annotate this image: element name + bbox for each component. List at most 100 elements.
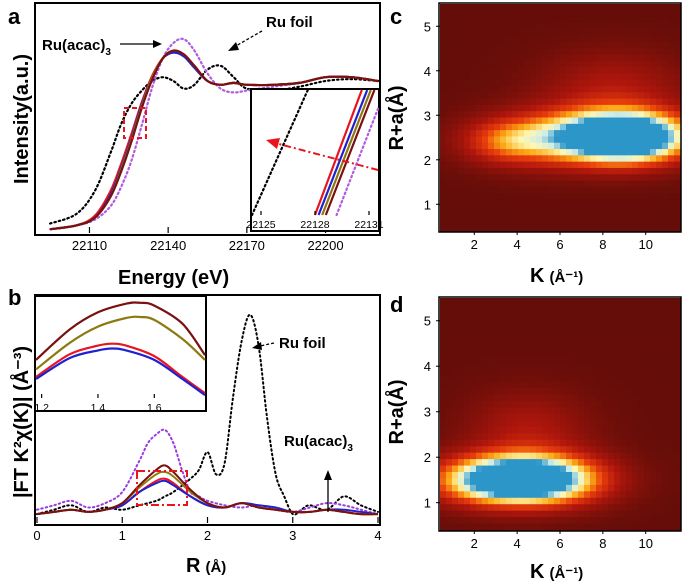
panel-d-heat-cell	[554, 407, 561, 415]
panel-c-heat-cell	[536, 22, 543, 30]
panel-c-heat-cell	[554, 54, 561, 62]
panel-c-heat-cell	[452, 92, 459, 100]
panel-d-heat-cell	[482, 388, 489, 396]
panel-d-heat-cell	[554, 401, 561, 409]
panel-c-heat-cell	[656, 149, 663, 156]
panel-d-heat-cell	[440, 459, 447, 467]
panel-c-heat-cell	[668, 205, 675, 213]
panel-d-heat-cell	[476, 465, 483, 473]
panel-d-heat-cell	[470, 497, 477, 505]
panel-d-heat-cell	[518, 452, 525, 460]
panel-d-heat-cell	[488, 388, 495, 396]
panel-c-heat-cell	[662, 224, 669, 232]
panel-c-heat-cell	[602, 136, 609, 144]
panel-d-heat-cell	[572, 465, 579, 473]
panel-d-heat-cell	[440, 407, 447, 415]
panel-d-heat-cell	[512, 420, 519, 428]
panel-d-heat-cell	[602, 368, 609, 376]
panel-c-heat-cell	[464, 29, 471, 37]
panel-d-heat-cell	[620, 381, 627, 389]
panel-d-heat-cell	[452, 459, 459, 467]
panel-c-heat-cell	[506, 117, 513, 125]
panel-d-heat-cell	[656, 362, 663, 370]
panel-d-heat-cell	[440, 304, 447, 312]
panel-d-heat-cell	[470, 459, 477, 467]
panel-d-heat-cell	[668, 426, 675, 434]
panel-c-heat-cell	[668, 193, 675, 201]
panel-d-heat-cell	[560, 317, 567, 325]
panel-d-heat-cell	[590, 368, 597, 376]
panel-c-heat-cell	[584, 111, 591, 119]
panel-c-heat-cell	[608, 67, 615, 74]
panel-d-heat-cell	[482, 298, 489, 306]
panel-c-heat-cell	[470, 174, 477, 182]
panel-d-heat-cell	[674, 381, 681, 389]
panel-c-heat-cell	[524, 174, 531, 182]
panel-c-heat-cell	[650, 29, 657, 37]
panel-c-heat-cell	[650, 205, 657, 213]
panel-c-heat-cell	[554, 205, 561, 213]
panel-c-heat-cell	[488, 54, 495, 62]
panel-d-heat-cell	[530, 472, 537, 480]
panel-c-heat-cell	[674, 149, 681, 156]
panel-c-heat-cell	[554, 79, 561, 87]
panel-d-heat-cell	[668, 510, 675, 518]
panel-c-heat-cell	[446, 167, 453, 175]
panel-d-heat-cell	[536, 420, 543, 428]
panel-c-heat-cell	[566, 29, 573, 37]
panel-d-heat-cell	[488, 420, 495, 428]
panel-d-heat-cell	[542, 426, 549, 434]
panel-d-heat-cell	[476, 407, 483, 415]
panel-d-heat-cell	[536, 504, 543, 512]
panel-c-heat-cell	[518, 155, 525, 163]
panel-c-heat-cell	[536, 130, 543, 138]
panel-d-heat-cell	[584, 349, 591, 357]
panel-c-heat-cell	[440, 104, 447, 112]
panel-d-heat-cell	[584, 465, 591, 473]
panel-c-heat-cell	[464, 48, 471, 56]
panel-c-heat-cell	[512, 92, 519, 100]
panel-d-heat-cell	[536, 362, 543, 370]
panel-c-heat-cell	[572, 130, 579, 138]
panel-d-heat-cell	[590, 407, 597, 415]
panel-d-heat-cell	[566, 491, 573, 499]
panel-c-heat-cell	[656, 22, 663, 30]
panel-d-heat-cell	[656, 517, 663, 525]
panel-d-heat-cell	[458, 362, 465, 370]
panel-c-heat-cell	[536, 98, 543, 106]
panel-d-heat-cell	[548, 426, 555, 434]
panel-d-heat-cell	[524, 343, 531, 351]
panel-d-heat-cell	[464, 375, 471, 383]
panel-d-heat-cell	[446, 472, 453, 480]
panel-c-heat-cell	[512, 22, 519, 30]
panel-d-heat-cell	[572, 472, 579, 480]
panel-d-heat-cell	[572, 517, 579, 525]
panel-a-x-axis-label: Energy (eV)	[118, 267, 229, 289]
panel-c-heat-cell	[446, 54, 453, 62]
panel-c-heat-cell	[644, 224, 651, 232]
panel-c-heat-cell	[662, 29, 669, 37]
panel-d-heat-cell	[524, 484, 531, 492]
panel-c-heat-cell	[470, 48, 477, 56]
panel-c-heat-cell	[548, 35, 555, 43]
panel-d-heat-cell	[524, 330, 531, 338]
panel-c-heat-cell	[512, 73, 519, 81]
panel-c-heat-cell	[590, 54, 597, 62]
panel-d-heat-cell	[578, 517, 585, 525]
panel-c-heat-cell	[620, 218, 627, 226]
panel-d-heat-cell	[572, 504, 579, 512]
panel-d-heat-cell	[494, 304, 501, 312]
panel-d-heat-cell	[494, 323, 501, 331]
panel-c-heat-cell	[602, 67, 609, 74]
panel-c-heat-cell	[452, 48, 459, 56]
panel-d-heat-cell	[596, 497, 603, 505]
panel-c-heat-cell	[578, 41, 585, 49]
panel-c-heat-cell	[494, 54, 501, 62]
panel-c-heat-cell	[488, 142, 495, 150]
panel-d-heat-cell	[608, 504, 615, 512]
panel-c-heat-cell	[632, 48, 639, 56]
panel-d-heat-cell	[578, 381, 585, 389]
panel-d-heat-cell	[632, 336, 639, 344]
panel-c-heat-cell	[674, 16, 681, 24]
panel-d-heat-cell	[542, 323, 549, 331]
